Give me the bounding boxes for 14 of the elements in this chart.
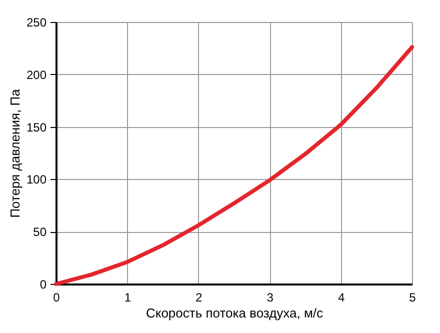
x-tick-label: 3 — [266, 290, 274, 304]
y-tick-label: 0 — [40, 278, 47, 292]
y-tick-label: 100 — [26, 172, 47, 187]
x-axis-title: Скорость потока воздуха, м/с — [146, 306, 324, 320]
x-tick-label: 5 — [409, 290, 416, 304]
x-tick-label: 1 — [124, 290, 132, 304]
y-tick-label: 200 — [26, 68, 47, 82]
y-axis-title: Потеря давления, Па — [7, 88, 22, 218]
y-tick-label: 150 — [26, 120, 47, 134]
x-tick-label: 2 — [196, 290, 203, 304]
x-tick-label: 4 — [338, 290, 345, 304]
x-tick-label: 0 — [53, 290, 60, 304]
y-tick-label: 50 — [33, 225, 47, 240]
y-tick-label: 250 — [26, 16, 47, 30]
